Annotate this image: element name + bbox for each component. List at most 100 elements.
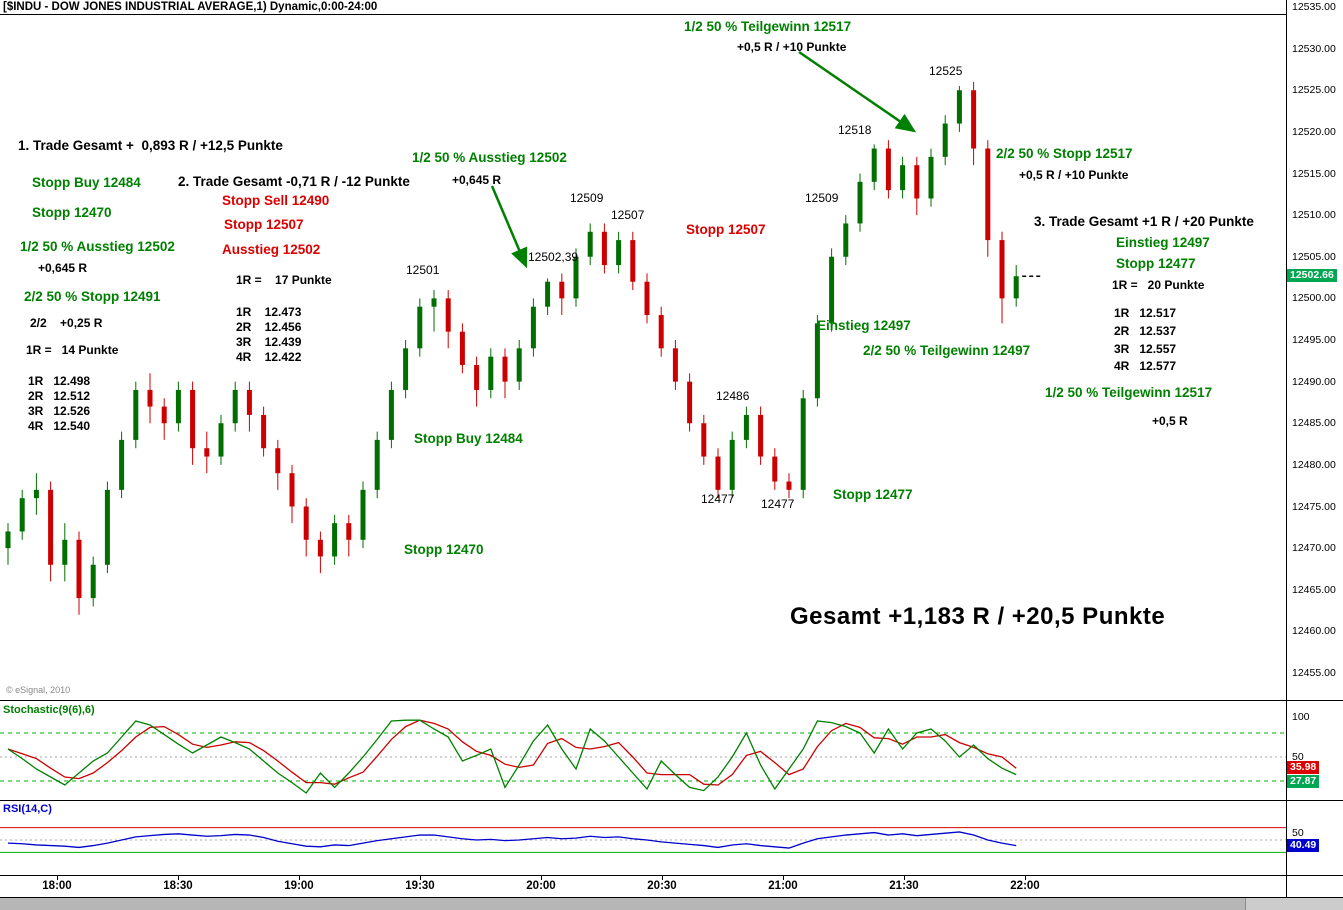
- price-axis-label: 12500.00: [1292, 292, 1336, 305]
- window-title: [$INDU - DOW JONES INDUSTRIAL AVERAGE,1)…: [3, 1, 378, 13]
- chart-annotation: 1R = 17 Punkte: [236, 273, 332, 287]
- chart-annotation: 12509: [570, 191, 604, 205]
- chart-annotation: 1/2 50 % Teilgewinn 12517: [684, 19, 852, 34]
- chart-annotation: Stopp 12477: [833, 487, 913, 502]
- chart-annotation: 12525: [929, 64, 963, 78]
- time-axis-label: 19:30: [405, 880, 435, 892]
- chart-annotation: Stopp 12477: [1116, 256, 1196, 271]
- stoch-axis-label: 50: [1292, 751, 1304, 763]
- time-axis-label: 21:30: [889, 880, 919, 892]
- price-axis-label: 12490.00: [1292, 375, 1336, 388]
- chart-annotation: 2/2 50 % Stopp 12491: [24, 289, 161, 304]
- chart-annotation: 1R 12.473: [236, 305, 302, 319]
- chart-annotation: +0,645 R: [452, 173, 502, 187]
- chart-annotation: 12477: [701, 492, 735, 506]
- chart-annotation: +0,5 R / +10 Punkte: [1019, 168, 1129, 182]
- price-axis-label: 12470.00: [1292, 542, 1336, 555]
- chart-annotation: 4R 12.577: [1114, 359, 1177, 373]
- chart-annotation: 2R 12.537: [1114, 324, 1177, 338]
- chart-annotation: 12486: [716, 389, 750, 403]
- chart-annotation: +0,5 R / +10 Punkte: [737, 40, 847, 54]
- time-axis-tick: [541, 876, 542, 880]
- chart-annotation: 1/2 50 % Ausstieg 12502: [20, 239, 175, 254]
- time-axis-tick: [1025, 876, 1026, 880]
- time-axis-tick: [420, 876, 421, 880]
- chart-annotation: 12501: [406, 263, 440, 277]
- price-axis-label: 12455.00: [1292, 667, 1336, 679]
- time-axis-label: 22:00: [1010, 880, 1040, 892]
- price-axis-label: 12485.00: [1292, 417, 1336, 430]
- time-axis[interactable]: [0, 876, 1286, 897]
- chart-annotation: 4R 12.422: [236, 350, 302, 364]
- trade2-summary: 2. Trade Gesamt -0,71 R / -12 Punkte: [178, 174, 410, 189]
- price-axis-label: 12495.00: [1292, 334, 1336, 346]
- stoch-k-badge: 27.87: [1287, 775, 1320, 789]
- chart-annotation: 12477: [761, 497, 795, 511]
- chart-annotation: 4R 12.540: [28, 419, 91, 433]
- rsi-label: RSI(14,C): [3, 803, 52, 815]
- chart-annotation: 12507: [611, 208, 645, 222]
- price-axis-label: 12510.00: [1292, 209, 1336, 222]
- chart-annotation: 12509: [805, 191, 839, 205]
- trade3-summary: 3. Trade Gesamt +1 R / +20 Punkte: [1034, 214, 1254, 229]
- trade1-summary: 1. Trade Gesamt + 0,893 R / +12,5 Punkte: [18, 138, 283, 153]
- rsi-badge: 40.49: [1287, 838, 1320, 852]
- axis-divider: [1286, 0, 1287, 897]
- price-axis-label: 12520.00: [1292, 125, 1336, 138]
- time-axis-label: 20:30: [647, 880, 677, 892]
- chart-annotation: Stopp Buy 12484: [32, 175, 141, 190]
- horizontal-scrollbar[interactable]: [0, 897, 1343, 910]
- chart-annotation: 2/2 +0,25 R: [30, 316, 103, 330]
- chart-annotation: 1/2 50 % Teilgewinn 12517: [1045, 385, 1213, 400]
- chart-annotation: Stopp 12470: [404, 542, 484, 557]
- stoch-d-badge: 35.98: [1287, 761, 1320, 775]
- price-axis-label: 12515.00: [1292, 167, 1336, 180]
- copyright-note: © eSignal, 2010: [6, 685, 71, 695]
- chart-annotation: Ausstieg 12502: [222, 242, 321, 257]
- price-axis-label: 12505.00: [1292, 250, 1336, 263]
- time-axis-label: 18:00: [42, 880, 72, 892]
- time-axis-label: 18:30: [163, 880, 193, 892]
- time-axis-tick: [662, 876, 663, 880]
- chart-annotation: 1R 12.517: [1114, 306, 1177, 320]
- chart-annotation: 2/2 50 % Stopp 12517: [996, 146, 1133, 161]
- price-axis-label: 12460.00: [1292, 625, 1336, 638]
- main-price-plot[interactable]: [0, 14, 1287, 700]
- time-axis-tick: [178, 876, 179, 880]
- chart-annotation: Stopp 12507: [686, 222, 766, 237]
- stochastic-plot[interactable]: [0, 701, 1287, 800]
- chart-annotation: 2R 12.512: [28, 389, 91, 403]
- time-axis-label: 20:00: [526, 880, 556, 892]
- total-summary: Gesamt +1,183 R / +20,5 Punkte: [790, 603, 1166, 630]
- price-axis-label: 12535.00: [1292, 1, 1336, 13]
- price-axis-label: 12465.00: [1292, 583, 1336, 596]
- chart-annotation: Stopp Buy 12484: [414, 431, 523, 446]
- chart-annotation: 12518: [838, 123, 872, 137]
- chart-annotation: 3R 12.439: [236, 335, 302, 349]
- chart-annotation: 3R 12.557: [1114, 342, 1177, 356]
- scrollbar-corner[interactable]: [1245, 898, 1343, 910]
- chart-annotation: Einstieg 12497: [1116, 235, 1210, 250]
- time-axis-tick: [299, 876, 300, 880]
- rsi-axis-label: 50: [1292, 827, 1304, 839]
- price-axis-label: 12480.00: [1292, 458, 1336, 471]
- chart-annotation: Stopp 12507: [224, 217, 304, 232]
- time-axis-tick: [783, 876, 784, 880]
- stoch-axis-label: 100: [1292, 711, 1310, 723]
- price-axis-label: 12530.00: [1292, 42, 1336, 55]
- price-axis-label: 12525.00: [1292, 84, 1336, 97]
- title-divider: [0, 14, 1287, 15]
- rsi-plot[interactable]: [0, 801, 1287, 875]
- chart-annotation: Stopp 12470: [32, 205, 112, 220]
- last-price-badge: 12502.66: [1287, 269, 1337, 283]
- time-axis-label: 21:00: [768, 880, 798, 892]
- chart-annotation: 3R 12.526: [28, 404, 91, 418]
- chart-annotation: Einstieg 12497: [817, 318, 911, 333]
- chart-annotation: 1/2 50 % Ausstieg 12502: [412, 150, 567, 165]
- panel-divider-stoch: [0, 800, 1343, 801]
- chart-annotation: 1R = 20 Punkte: [1112, 278, 1205, 292]
- time-axis-tick: [57, 876, 58, 880]
- chart-annotation: Stopp Sell 12490: [222, 193, 330, 208]
- chart-annotation: 1R 12.498: [28, 374, 91, 388]
